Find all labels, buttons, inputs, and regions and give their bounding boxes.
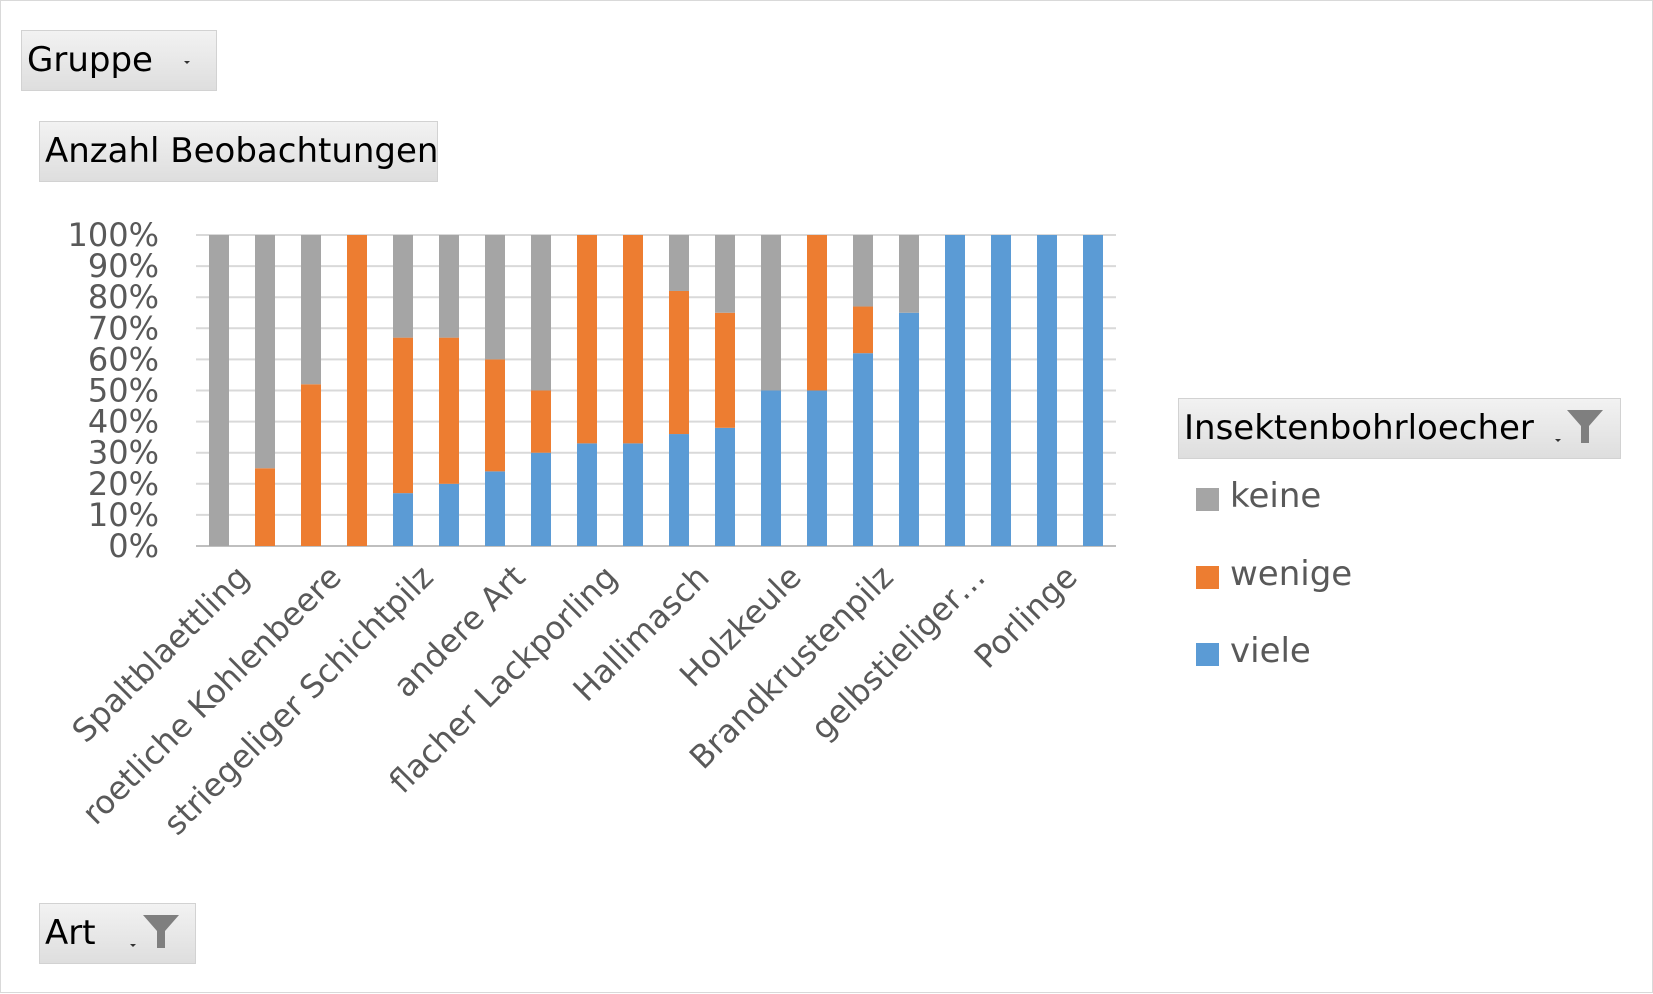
y-tick-label: 60% bbox=[88, 340, 159, 378]
y-tick-label: 100% bbox=[68, 216, 159, 254]
chevron-down-icon bbox=[130, 944, 136, 947]
bar-segment-wenige bbox=[301, 384, 321, 546]
bar-segment-viele bbox=[439, 483, 459, 546]
y-tick-label: 70% bbox=[88, 309, 159, 347]
bar-segment-viele bbox=[991, 235, 1011, 546]
y-axis-tick-labels: 0%10%20%30%40%50%60%70%80%90%100% bbox=[68, 216, 159, 565]
bar-segment-viele bbox=[669, 434, 689, 546]
legend-swatch-wenige bbox=[1196, 566, 1219, 589]
bar-segment-viele bbox=[531, 452, 551, 546]
bar-segment-keine bbox=[209, 235, 229, 546]
legend-label-wenige: wenige bbox=[1230, 554, 1353, 594]
bar-segment-viele bbox=[1037, 235, 1057, 546]
filter-icon bbox=[1567, 410, 1603, 443]
bar-segment-wenige bbox=[255, 468, 275, 546]
bar-segment-wenige bbox=[485, 359, 505, 472]
bar-segment-keine bbox=[761, 235, 781, 391]
gruppe-filter-label: Gruppe bbox=[27, 40, 153, 80]
y-tick-label: 20% bbox=[88, 465, 159, 503]
filter-icon bbox=[143, 915, 179, 948]
bar-segment-viele bbox=[1083, 235, 1103, 546]
bar-segment-keine bbox=[255, 235, 275, 469]
bar-segment-viele bbox=[485, 471, 505, 546]
legend-field-label: Insektenbohrloecher bbox=[1184, 408, 1534, 448]
bar-segment-wenige bbox=[577, 235, 597, 444]
bar-segment-wenige bbox=[715, 312, 735, 428]
y-tick-label: 80% bbox=[88, 278, 159, 316]
y-tick-label: 30% bbox=[88, 434, 159, 472]
axis-field-button[interactable]: Art bbox=[39, 903, 196, 964]
bars bbox=[209, 235, 1103, 546]
x-category-label: Porlinge bbox=[967, 558, 1085, 676]
y-tick-label: 40% bbox=[88, 403, 159, 441]
bar-segment-wenige bbox=[669, 290, 689, 435]
axis-field-label: Art bbox=[45, 913, 96, 953]
bar-segment-keine bbox=[853, 235, 873, 307]
bar-segment-keine bbox=[393, 235, 413, 338]
bar-segment-viele bbox=[899, 312, 919, 546]
bar-segment-wenige bbox=[393, 337, 413, 494]
bar-segment-keine bbox=[899, 235, 919, 313]
y-tick-label: 50% bbox=[88, 372, 159, 410]
y-tick-label: 90% bbox=[88, 247, 159, 285]
bar-segment-viele bbox=[853, 353, 873, 546]
legend-label-keine: keine bbox=[1230, 476, 1322, 516]
chevron-down-icon bbox=[184, 61, 190, 64]
bar-segment-wenige bbox=[531, 390, 551, 453]
gridlines bbox=[196, 234, 1116, 547]
bar-segment-wenige bbox=[347, 235, 367, 546]
bar-segment-wenige bbox=[853, 306, 873, 354]
bar-segment-keine bbox=[531, 235, 551, 391]
value-field-label: Anzahl Beobachtungen bbox=[45, 131, 439, 171]
bar-segment-wenige bbox=[623, 235, 643, 444]
bar-segment-wenige bbox=[807, 235, 827, 391]
legend-swatch-keine bbox=[1196, 488, 1219, 511]
bar-segment-viele bbox=[807, 390, 827, 546]
y-tick-label: 0% bbox=[108, 527, 159, 565]
bar-segment-viele bbox=[393, 493, 413, 546]
legend-field-button[interactable]: Insektenbohrloecher bbox=[1178, 398, 1621, 459]
bar-segment-keine bbox=[301, 235, 321, 385]
bar-segment-viele bbox=[623, 443, 643, 546]
bar-segment-keine bbox=[485, 235, 505, 360]
bar-segment-wenige bbox=[439, 337, 459, 484]
chevron-down-icon bbox=[1555, 439, 1561, 442]
bar-segment-viele bbox=[577, 443, 597, 546]
y-tick-label: 10% bbox=[88, 496, 159, 534]
bar-segment-viele bbox=[715, 427, 735, 546]
bar-segment-keine bbox=[715, 235, 735, 313]
bar-segment-viele bbox=[761, 390, 781, 546]
gruppe-filter-button[interactable]: Gruppe bbox=[21, 30, 217, 91]
bar-segment-keine bbox=[669, 235, 689, 291]
bar-segment-viele bbox=[945, 235, 965, 546]
legend-label-viele: viele bbox=[1230, 631, 1311, 671]
value-field-button[interactable]: Anzahl Beobachtungen bbox=[39, 121, 438, 182]
bar-segment-keine bbox=[439, 235, 459, 338]
legend-swatch-viele bbox=[1196, 643, 1219, 666]
